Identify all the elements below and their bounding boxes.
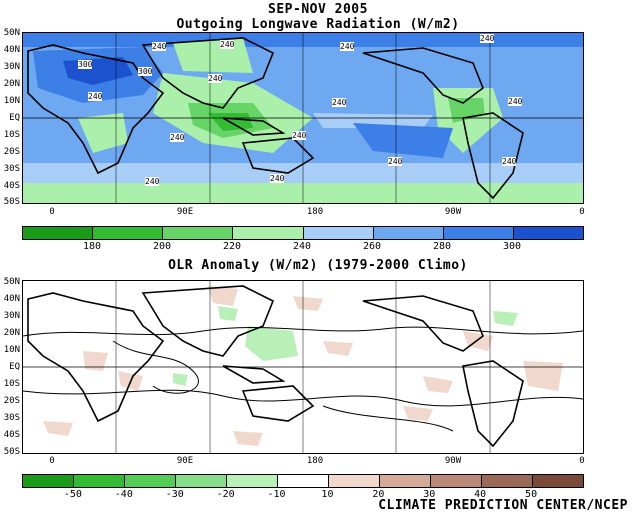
credit-text: CLIMATE PREDICTION CENTER/NCEP	[378, 498, 628, 513]
lat-label: 10S	[3, 130, 20, 140]
olr-anomaly-map	[22, 280, 584, 454]
colorbar-swatch	[380, 475, 431, 487]
lon-label: 90E	[176, 207, 194, 217]
colorbar-tick-label: 220	[222, 241, 242, 252]
lat-label: 30N	[3, 311, 20, 321]
lat-label: 20N	[3, 328, 20, 338]
colorbar-swatch	[443, 227, 514, 239]
colorbar-tick-label: -40	[114, 489, 133, 500]
lon-label: 0	[579, 207, 585, 217]
lon-label: 0	[49, 456, 55, 466]
lat-label: 50S	[3, 197, 20, 207]
colorbar-swatch	[278, 475, 329, 487]
lat-label: EQ	[9, 113, 20, 123]
lat-label: 40N	[3, 294, 20, 304]
lat-label: 20S	[3, 147, 20, 157]
colorbar-swatch	[233, 227, 304, 239]
anomaly-colorbar	[22, 474, 584, 488]
colorbar-tick-label: 10	[321, 489, 334, 500]
colorbar-tick-label: 200	[152, 241, 172, 252]
colorbar-tick-label: 30	[423, 489, 436, 500]
olr-colorbar	[22, 226, 584, 240]
colorbar-swatch	[23, 475, 74, 487]
lat-label: 40N	[3, 45, 20, 55]
lat-label: 50N	[3, 28, 20, 38]
lat-label: 10N	[3, 96, 20, 106]
lat-label: 20S	[3, 396, 20, 406]
colorbar-swatch	[482, 475, 533, 487]
colorbar-swatch	[176, 475, 227, 487]
top-map-title: Outgoing Longwave Radiation (W/m2)	[176, 17, 460, 32]
lat-label: 50N	[3, 277, 20, 287]
olr-map	[22, 32, 584, 204]
colorbar-tick-label: -50	[63, 489, 82, 500]
lon-label: 90E	[176, 456, 194, 466]
colorbar-swatch	[513, 227, 583, 239]
colorbar-tick-label: 240	[292, 241, 312, 252]
colorbar-swatch	[303, 227, 374, 239]
period-title: SEP-NOV 2005	[268, 2, 368, 17]
lon-label: 90W	[444, 207, 462, 217]
colorbar-tick-label: -10	[267, 489, 286, 500]
colorbar-tick-label: 50	[525, 489, 538, 500]
colorbar-swatch	[93, 227, 164, 239]
colorbar-swatch	[533, 475, 583, 487]
colorbar-tick-label: 40	[474, 489, 487, 500]
bottom-map-title: OLR Anomaly (W/m2) (1979-2000 Climo)	[168, 258, 468, 273]
lat-label: 10N	[3, 345, 20, 355]
lat-label: EQ	[9, 362, 20, 372]
colorbar-swatch	[125, 475, 176, 487]
lat-label: 30N	[3, 62, 20, 72]
lat-label: 30S	[3, 164, 20, 174]
colorbar-tick-label: 280	[432, 241, 452, 252]
lat-label: 40S	[3, 181, 20, 191]
colorbar-tick-label: -30	[165, 489, 184, 500]
lat-label: 30S	[3, 413, 20, 423]
colorbar-tick-label: 20	[372, 489, 385, 500]
colorbar-tick-label: 300	[502, 241, 522, 252]
lon-label: 180	[306, 456, 324, 466]
colorbar-swatch	[227, 475, 278, 487]
lat-label: 20N	[3, 79, 20, 89]
lon-label: 90W	[444, 456, 462, 466]
lat-label: 50S	[3, 447, 20, 457]
colorbar-swatch	[74, 475, 125, 487]
lon-label: 0	[49, 207, 55, 217]
colorbar-swatch	[431, 475, 482, 487]
colorbar-swatch	[163, 227, 234, 239]
colorbar-swatch	[373, 227, 444, 239]
lon-label: 180	[306, 207, 324, 217]
colorbar-swatch	[329, 475, 380, 487]
colorbar-tick-label: -20	[216, 489, 235, 500]
colorbar-tick-label: 180	[82, 241, 102, 252]
lat-label: 40S	[3, 430, 20, 440]
colorbar-swatch	[23, 227, 94, 239]
lat-label: 10S	[3, 379, 20, 389]
lon-label: 0	[579, 456, 585, 466]
colorbar-tick-label: 260	[362, 241, 382, 252]
